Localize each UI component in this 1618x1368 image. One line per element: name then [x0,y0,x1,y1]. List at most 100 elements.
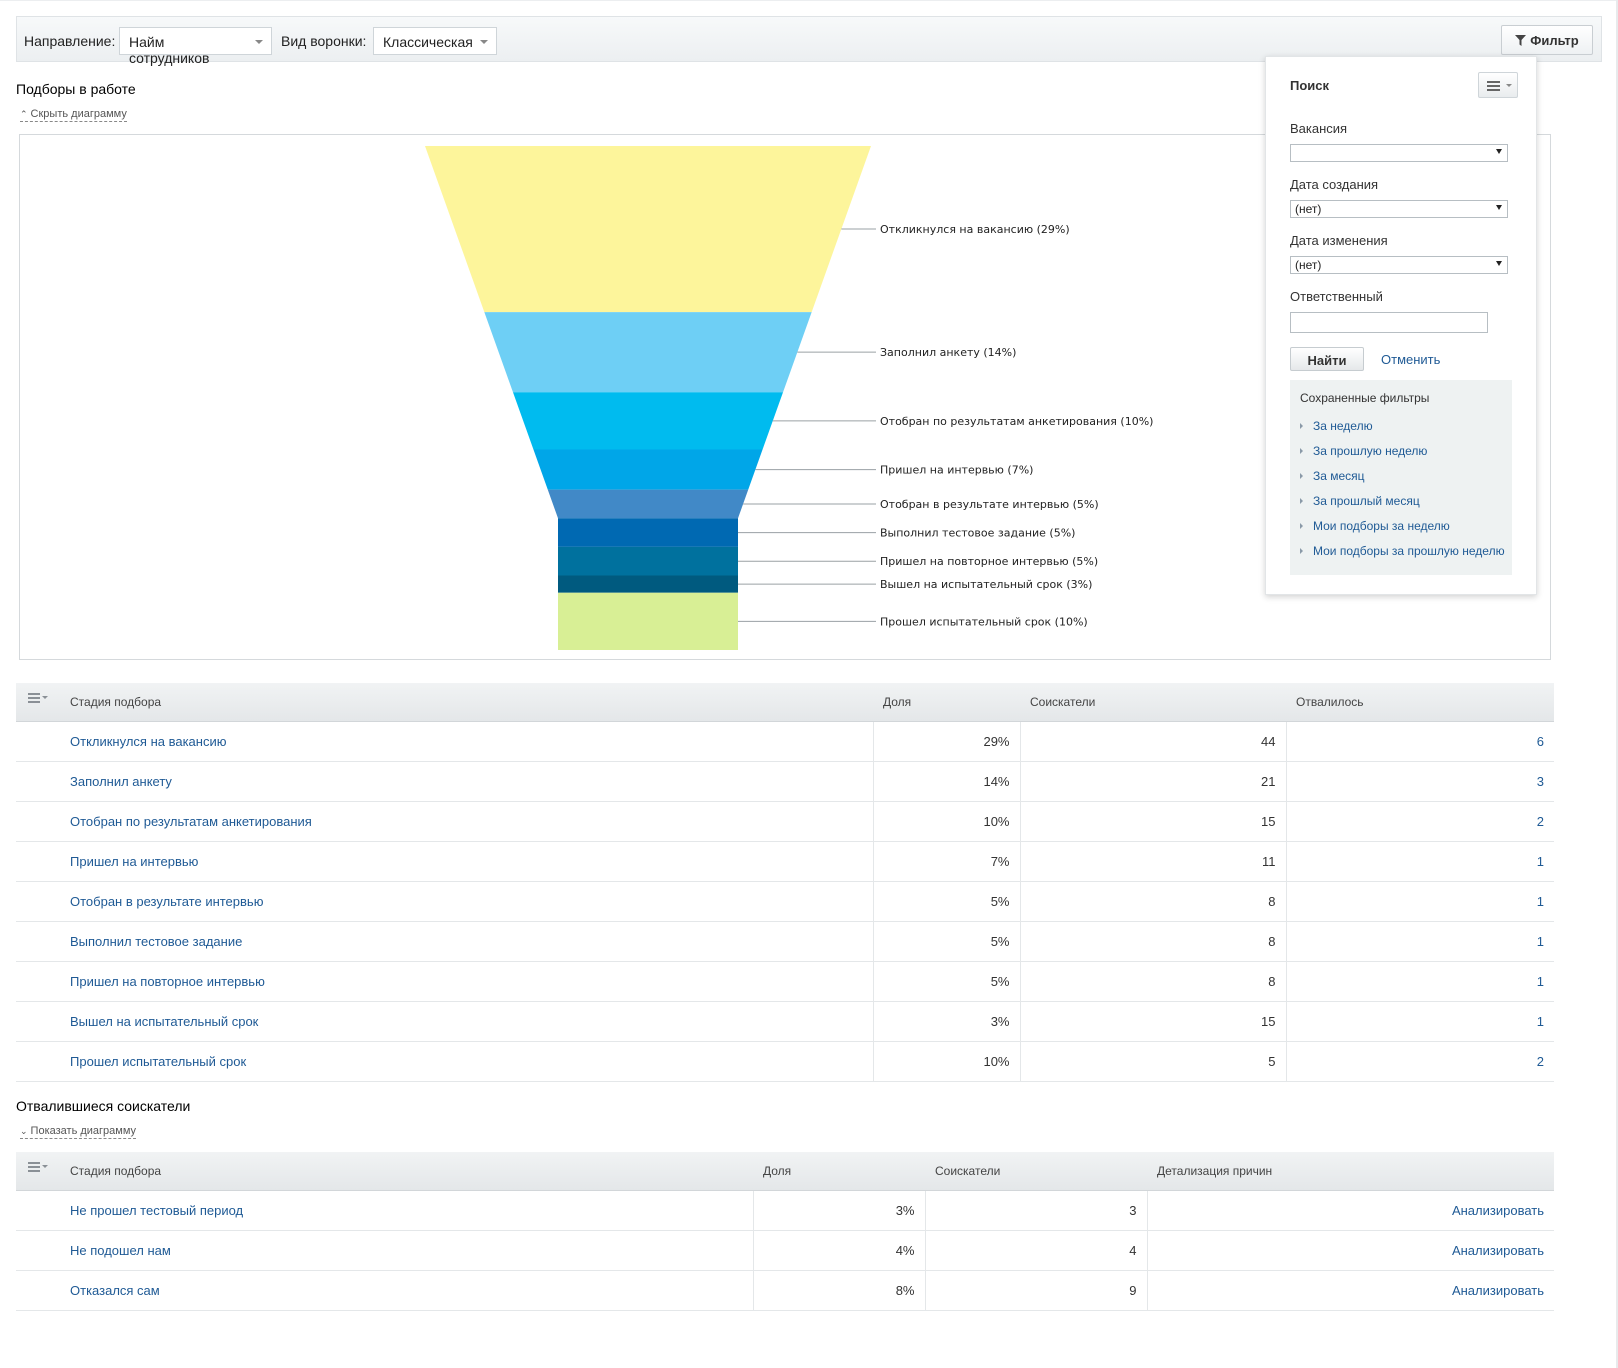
filter-popup: Поиск Вакансия Дата создания (нет) Дата … [1265,56,1537,595]
table-header-row: Стадия подбора Доля Соискатели Детализац… [16,1152,1554,1191]
cancel-link[interactable]: Отменить [1381,352,1441,367]
funnel-chart: Откликнулся на вакансию (29%) Заполнил ан… [425,146,1153,650]
funnel-label: Отобран по результатам анкетирования (10… [880,415,1153,428]
saved-filter-item[interactable]: За месяц [1300,469,1365,483]
bullet-arrow-icon [1300,423,1303,429]
funnel-segment [484,312,812,393]
stage-link[interactable]: Не прошел тестовый период [16,1190,753,1231]
share-cell: 8% [752,1270,925,1311]
dropped-link[interactable]: 2 [1285,1041,1554,1082]
stage-link[interactable]: Отобран в результате интервью [16,881,873,922]
analyze-link[interactable]: Анализировать [1146,1230,1554,1271]
responsible-input[interactable] [1290,312,1488,333]
bullet-arrow-icon [1300,473,1303,479]
dropped-link[interactable]: 1 [1285,1001,1554,1042]
stage-link[interactable]: Отказался сам [16,1270,753,1311]
filter-menu-button[interactable] [1478,72,1518,98]
stage-link[interactable]: Отобран по результатам анкетирования [16,801,873,842]
table-row: Не прошел тестовый период 3% 3 Анализироват… [16,1190,1554,1231]
funnel-type-select[interactable]: Классическая [373,27,497,55]
column-header-share: Доля [753,1152,925,1191]
show-chart-link[interactable]: ⌄ Показать диаграмму [20,1125,137,1139]
chevron-up-icon: ⌃ [20,109,28,119]
saved-filter-item[interactable]: За прошлый месяц [1300,494,1420,508]
funnel-label: Выполнил тестовое задание (5%) [880,527,1075,540]
toolbar: Направление: Найм сотрудников Вид воронк… [16,16,1602,66]
stage-link[interactable]: Не подошел нам [16,1230,753,1271]
funnel-type-value: Классическая [383,34,473,50]
dropdown-arrow-icon [1496,149,1502,154]
funnel-segment [425,146,871,313]
dropped-link[interactable]: 1 [1285,921,1554,962]
table-row: Откликнулся на вакансию 29% 44 6 [16,721,1554,762]
table-row: Прошел испытательный срок 10% 5 2 [16,1041,1554,1082]
created-date-label: Дата создания [1290,177,1379,192]
stage-link[interactable]: Вышел на испытательный срок [16,1001,873,1042]
dropped-link[interactable]: 3 [1285,761,1554,802]
column-header-stage-label: Стадия подбора [70,1163,162,1178]
funnel-label: Пришел на повторное интервью (5%) [880,555,1098,568]
share-cell: 10% [872,801,1020,842]
dropped-link[interactable]: 6 [1285,721,1554,762]
dropdown-arrow-icon [1496,205,1502,210]
filter-popup-title: Поиск [1290,78,1330,93]
funnel-label: Вышел на испытательный срок (3%) [880,578,1092,591]
funnel-segment [512,392,784,450]
modified-date-label: Дата изменения [1290,233,1388,248]
vacancy-select[interactable] [1290,144,1508,162]
share-cell: 5% [872,961,1020,1002]
column-header-dropped: Отвалилось [1286,683,1554,722]
share-cell: 14% [872,761,1020,802]
responsible-label: Ответственный [1290,289,1383,304]
share-cell: 5% [872,881,1020,922]
stage-link[interactable]: Заполнил анкету [16,761,873,802]
funnel-label: Откликнулся на вакансию (29%) [880,223,1070,236]
funnel-segment [533,449,763,490]
table-header-row: Стадия подбора Доля Соискатели Отвалилос… [16,683,1554,722]
modified-date-select[interactable]: (нет) [1290,256,1508,274]
saved-filter-item[interactable]: Мои подборы за прошлую неделю [1300,544,1505,558]
column-header-candidates: Соискатели [925,1152,1147,1191]
saved-filter-item[interactable]: За прошлую неделю [1300,444,1427,458]
table-row: Выполнил тестовое задание 5% 8 1 [16,921,1554,962]
table-row: Отказался сам 8% 9 Анализировать [16,1270,1554,1311]
modified-date-value: (нет) [1295,258,1322,272]
chevron-down-icon [480,40,488,44]
created-date-value: (нет) [1295,202,1322,216]
stage-link[interactable]: Пришел на повторное интервью [16,961,873,1002]
candidates-cell: 8 [1019,881,1286,922]
section-title-dropped: Отвалившиеся соискатели [16,1098,191,1114]
direction-select[interactable]: Найм сотрудников [119,27,272,66]
stage-link[interactable]: Прошел испытательный срок [16,1041,873,1082]
filter-button-label: Фильтр [1530,33,1579,48]
analyze-link[interactable]: Анализировать [1146,1270,1554,1311]
column-settings-icon[interactable] [28,1162,48,1174]
saved-filter-item[interactable]: За неделю [1300,419,1373,433]
created-date-select[interactable]: (нет) [1290,200,1508,218]
filter-button[interactable]: Фильтр [1501,25,1593,55]
share-cell: 3% [872,1001,1020,1042]
frame-right-border [1616,0,1618,1368]
dropped-link[interactable]: 1 [1285,961,1554,1002]
dropped-link[interactable]: 1 [1285,841,1554,882]
funnel-segment [558,546,738,576]
saved-filters-title: Сохраненные фильтры [1300,391,1430,405]
chevron-down-icon [255,40,263,44]
stage-link[interactable]: Откликнулся на вакансию [16,721,873,762]
analyze-link[interactable]: Анализировать [1146,1190,1554,1231]
find-button[interactable]: Найти [1290,347,1364,371]
funnel-label: Заполнил анкету (14%) [880,346,1016,359]
funnel-type-label: Вид воронки: [281,33,367,49]
stage-link[interactable]: Выполнил тестовое задание [16,921,873,962]
hide-chart-link[interactable]: ⌃ Скрыть диаграмму [20,108,127,122]
dropped-link[interactable]: 2 [1285,801,1554,842]
funnel-label: Отобран в результате интервью (5%) [880,498,1099,511]
saved-filter-item[interactable]: Мои подборы за неделю [1300,519,1450,533]
dropped-link[interactable]: 1 [1285,881,1554,922]
stage-link[interactable]: Пришел на интервью [16,841,873,882]
bullet-arrow-icon [1300,523,1303,529]
column-settings-icon[interactable] [28,693,48,705]
chevron-down-icon: ⌄ [20,1126,28,1136]
funnel-label: Пришел на интервью (7%) [880,464,1033,477]
candidates-cell: 8 [1019,921,1286,962]
